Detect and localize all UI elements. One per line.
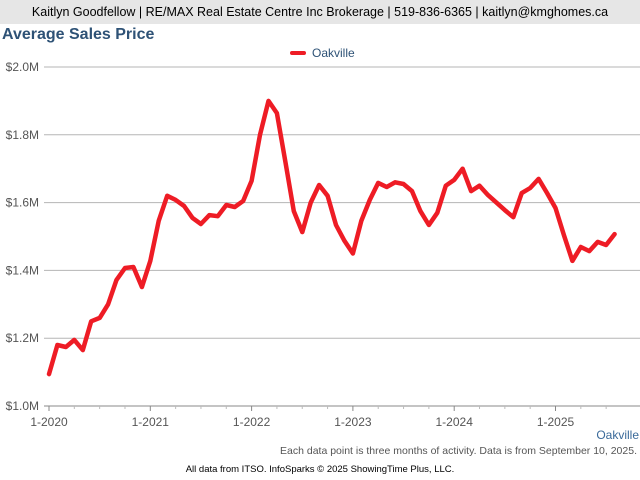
y-tick-label: $1.6M [6, 196, 39, 210]
x-tick-label: 1-2022 [233, 415, 271, 429]
series-line-oakville [46, 98, 617, 377]
y-tick-label: $1.4M [6, 263, 39, 277]
chart-title: Average Sales Price [2, 26, 155, 43]
x-tick-label: 1-2023 [334, 415, 372, 429]
y-tick-label: $1.0M [6, 399, 39, 413]
x-tick-label: 1-2025 [537, 415, 575, 429]
line-chart: $1.0M $1.2M $1.4M $1.6M $1.8M $2.0M 1-2020 1-20… [6, 60, 640, 429]
x-tick-label: 1-2024 [436, 415, 474, 429]
y-tick-label: $2.0M [6, 60, 39, 74]
series-end-label: Oakville [596, 428, 639, 442]
x-tick-label: 1-2021 [132, 415, 170, 429]
contact-header: Kaitlyn Goodfellow | RE/MAX Real Estate … [0, 0, 640, 24]
legend-swatch [290, 51, 306, 55]
legend-label: Oakville [312, 46, 355, 60]
footer-credit: All data from ITSO. InfoSparks © 2025 Sh… [185, 464, 455, 475]
data-note: Each data point is three months of activ… [280, 445, 637, 457]
legend: Oakville [290, 46, 355, 60]
y-tick-label: $1.8M [6, 128, 39, 142]
x-tick-label: 1-2020 [30, 415, 68, 429]
y-tick-label: $1.2M [6, 331, 39, 345]
